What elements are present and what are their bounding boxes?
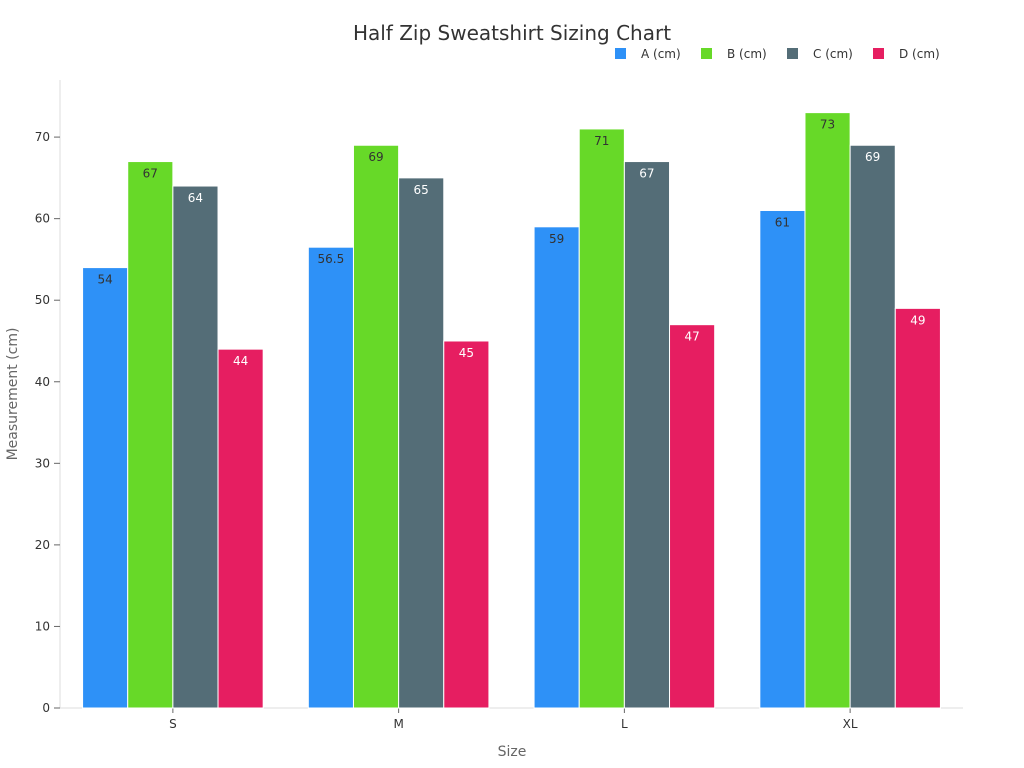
y-tick-label: 20 [35,538,50,552]
bar-value-label: 59 [549,232,564,246]
legend-label: D (cm) [899,47,940,61]
x-tick-label: S [169,717,177,731]
bar [127,161,174,709]
x-tick-label: XL [843,717,858,731]
bar-value-label: 67 [639,167,654,181]
legend-swatch [873,48,884,59]
y-tick-label: 60 [35,212,50,226]
chart-title: Half Zip Sweatshirt Sizing Chart [353,21,671,45]
y-axis: 0 10 20 30 40 50 60 70 [35,80,61,715]
bar [578,128,625,709]
y-tick-label: 40 [35,375,50,389]
bar-value-label: 73 [820,118,835,132]
bar [82,267,129,709]
bar-value-label: 61 [775,215,790,229]
bar [759,209,806,709]
bar [894,307,941,709]
bar-value-label: 47 [684,330,699,344]
y-tick-label: 50 [35,293,50,307]
bar [217,348,264,709]
legend-label: B (cm) [727,47,767,61]
legend-label: A (cm) [641,47,681,61]
y-tick-label: 30 [35,456,50,470]
legend-label: C (cm) [813,47,853,61]
y-tick-label: 10 [35,619,50,633]
legend: A (cm) B (cm) C (cm) D (cm) [615,47,940,61]
bar-value-label: 56.5 [318,252,345,266]
bar [669,324,716,709]
bar-value-label: 65 [414,183,429,197]
bar-labels: 54 67 64 44 56.5 69 65 45 59 71 67 47 61 73 69 49 [98,118,926,369]
bar [398,177,445,709]
bar [804,112,851,709]
bar-value-label: 44 [233,354,248,368]
x-tick-label: L [621,717,628,731]
y-axis-title: Measurement (cm) [5,328,21,461]
bar-value-label: 54 [98,273,113,287]
bar-value-label: 49 [910,313,925,327]
bar [849,144,896,709]
bar-value-label: 45 [459,346,474,360]
bar [623,161,671,709]
bars [82,112,941,709]
x-axis: S M L XL [60,707,963,731]
bar [172,185,219,709]
bar-value-label: 67 [143,167,158,181]
bar [533,226,580,709]
bar [352,144,400,709]
bar-value-label: 69 [865,150,880,164]
x-tick-label: M [393,717,403,731]
legend-swatch [701,48,712,59]
bar-value-label: 69 [368,150,383,164]
bar [443,340,490,709]
bar-value-label: 64 [188,191,203,205]
legend-swatch [615,48,626,59]
bar [307,246,354,709]
legend-swatch [787,48,798,59]
x-axis-title: Size [498,744,527,760]
y-tick-label: 0 [42,701,50,715]
bar-value-label: 71 [594,134,609,148]
y-tick-label: 70 [35,130,50,144]
